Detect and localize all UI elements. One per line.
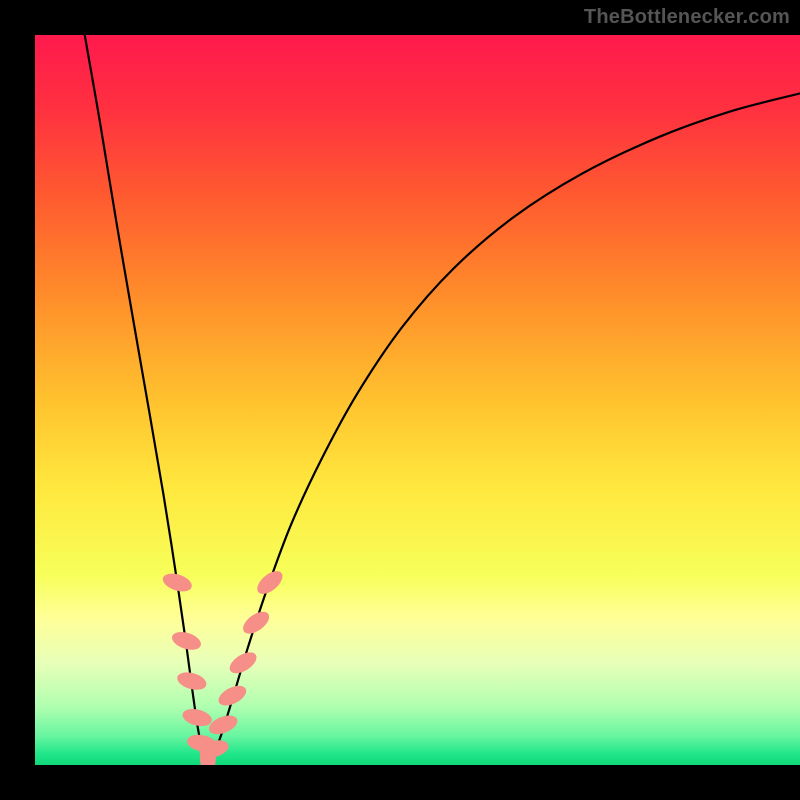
marker-bead xyxy=(181,706,214,729)
bottleneck-curve-left xyxy=(85,35,207,761)
marker-bead xyxy=(206,712,240,738)
curve-overlay xyxy=(35,35,800,765)
marker-bead xyxy=(226,648,260,677)
bottleneck-curve-right xyxy=(207,93,800,760)
marker-bead xyxy=(161,570,194,594)
marker-bead xyxy=(239,607,273,638)
marker-bead xyxy=(215,682,249,710)
marker-bead xyxy=(253,567,286,599)
watermark-label: TheBottlenecker.com xyxy=(584,6,790,29)
plot-area xyxy=(35,35,800,765)
chart-frame: TheBottlenecker.com xyxy=(0,0,800,800)
